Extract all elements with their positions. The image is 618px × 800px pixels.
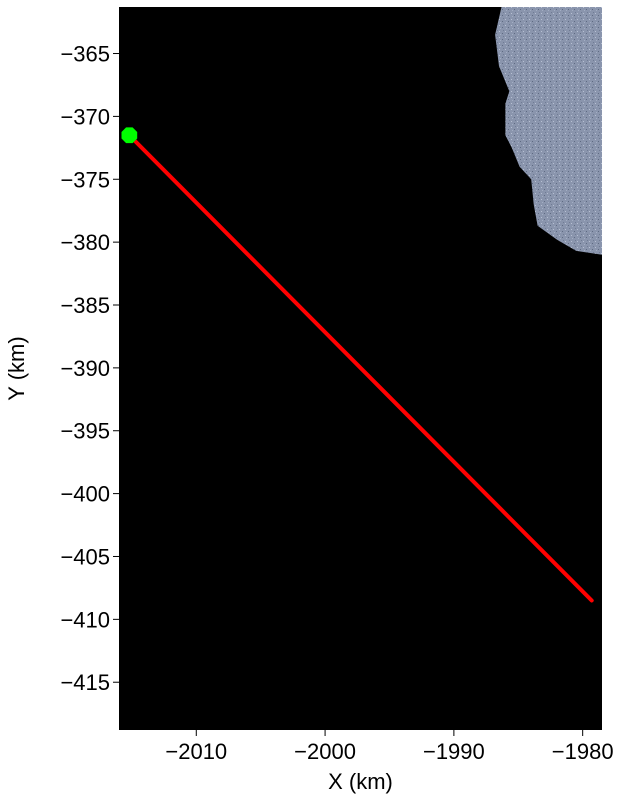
- ice-region: [495, 7, 602, 255]
- y-tick-label: −365: [60, 42, 110, 67]
- x-tick-label: −1990: [423, 739, 485, 764]
- y-tick-label: −395: [60, 419, 110, 444]
- x-tick-label: −1980: [552, 739, 614, 764]
- y-tick-label: −405: [60, 544, 110, 569]
- x-axis-label: X (km): [328, 769, 393, 794]
- y-tick-label: −370: [60, 104, 110, 129]
- y-axis-ticks: −365 −370 −375 −380 −385 −390 −395 −400 −405 −410…: [60, 42, 119, 695]
- start-marker-0: [121, 127, 138, 144]
- x-tick-label: −2000: [294, 739, 356, 764]
- y-tick-label: −375: [60, 167, 110, 192]
- y-tick-label: −385: [60, 293, 110, 318]
- x-tick-label: −2010: [165, 739, 227, 764]
- y-axis-label: Y (km): [4, 336, 29, 400]
- x-axis-ticks: −2010 −2000 −1990 −1980: [165, 730, 614, 764]
- y-tick-label: −380: [60, 230, 110, 255]
- y-tick-label: −410: [60, 607, 110, 632]
- y-tick-label: −390: [60, 356, 110, 381]
- y-tick-label: −400: [60, 482, 110, 507]
- y-tick-label: −415: [60, 670, 110, 695]
- track-line-0: [127, 133, 594, 603]
